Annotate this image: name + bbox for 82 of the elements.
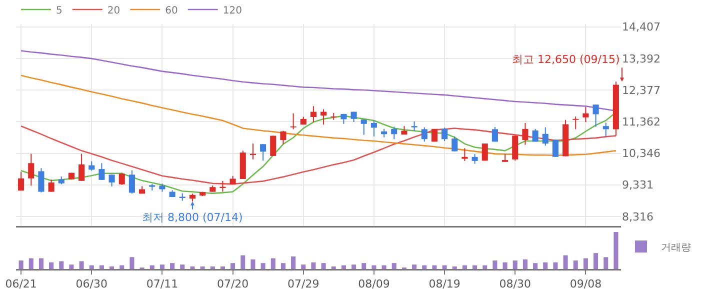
bar xyxy=(79,261,84,269)
legend-label: 5 xyxy=(56,5,62,16)
bar xyxy=(170,263,175,269)
x-tick-label: 08/30 xyxy=(499,278,531,289)
legend-label: 20 xyxy=(107,5,120,16)
x-tick-label: 07/11 xyxy=(146,278,178,289)
bar xyxy=(512,260,518,269)
bar xyxy=(492,260,498,269)
bar xyxy=(270,258,276,269)
legend-label: 120 xyxy=(222,5,242,16)
bar xyxy=(250,259,256,269)
bar xyxy=(462,265,467,269)
bar xyxy=(190,266,195,269)
bar xyxy=(522,259,528,269)
bar xyxy=(482,265,488,269)
bar xyxy=(180,264,185,269)
bar xyxy=(110,266,114,269)
y-tick-label: 11,362 xyxy=(622,116,660,129)
bar xyxy=(321,263,326,269)
bar xyxy=(382,265,386,269)
bar xyxy=(472,265,478,269)
bar xyxy=(502,262,508,269)
bar xyxy=(49,262,54,269)
bar xyxy=(240,255,246,269)
y-tick-label: 10,346 xyxy=(622,147,660,160)
bar xyxy=(412,264,417,269)
bar xyxy=(280,263,286,269)
bar xyxy=(583,258,588,269)
bar xyxy=(89,265,94,269)
x-tick-label: 09/08 xyxy=(570,278,602,289)
y-tick-label: 14,407 xyxy=(622,20,660,34)
bar xyxy=(18,260,24,269)
y-tick-label: 8,316 xyxy=(622,210,654,224)
bar xyxy=(594,253,598,269)
bar xyxy=(573,260,578,269)
bar xyxy=(442,265,447,269)
legend-label: 거래량 xyxy=(661,242,691,254)
legend-label: 60 xyxy=(165,5,178,16)
bar xyxy=(200,266,205,269)
bar xyxy=(553,262,558,269)
bar xyxy=(432,265,437,269)
bar xyxy=(28,258,34,269)
bar xyxy=(543,262,548,269)
bar xyxy=(452,266,457,269)
x-tick-label: 08/09 xyxy=(358,278,390,289)
x-tick-label: 08/19 xyxy=(428,278,460,289)
bar xyxy=(392,263,396,269)
bar xyxy=(614,232,618,269)
bar xyxy=(604,257,608,269)
annotation: 최저 8,800 (07/14) xyxy=(142,211,243,224)
bar xyxy=(230,263,236,269)
bar xyxy=(301,264,306,269)
bar xyxy=(352,264,356,269)
x-tick-label: 07/20 xyxy=(216,278,249,289)
bar xyxy=(130,257,134,269)
bar xyxy=(220,266,225,269)
bar xyxy=(331,266,336,269)
candlestick xyxy=(290,113,296,130)
bar xyxy=(120,265,124,269)
x-tick-label: 07/29 xyxy=(288,278,320,289)
bar xyxy=(59,261,64,269)
bar xyxy=(563,255,568,269)
bar xyxy=(533,263,538,269)
bar xyxy=(291,256,296,269)
bar xyxy=(150,265,154,269)
bar xyxy=(160,264,164,269)
bar xyxy=(260,263,266,269)
bar xyxy=(99,265,104,269)
y-tick-label: 9,331 xyxy=(622,178,654,192)
y-tick-label: 12,377 xyxy=(622,84,660,97)
bar xyxy=(69,264,74,269)
x-tick-label: 06/30 xyxy=(76,278,108,289)
x-tick-label: 06/21 xyxy=(5,278,37,289)
annotation: 최고 12,650 (09/15) xyxy=(512,53,620,66)
bar xyxy=(210,266,215,269)
bar xyxy=(372,265,376,269)
y-tick-label: 13,392 xyxy=(622,52,660,66)
bar xyxy=(362,263,366,269)
bar xyxy=(422,265,427,269)
bar xyxy=(341,265,346,269)
bar xyxy=(311,262,316,269)
bar xyxy=(38,258,44,269)
